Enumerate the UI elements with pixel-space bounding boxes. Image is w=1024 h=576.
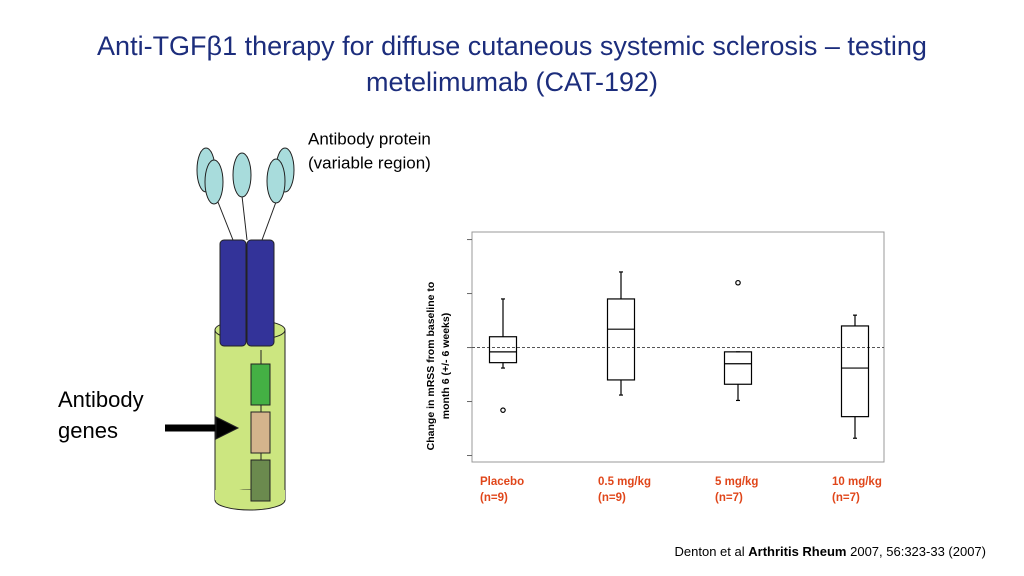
group-size-label: (n=7) <box>715 492 743 504</box>
variable-region <box>266 158 286 204</box>
group-size-label: (n=7) <box>832 492 860 504</box>
variable-region <box>204 159 224 205</box>
box-plot: Change in mRSS from baseline to month 6 (… <box>425 231 885 504</box>
gene-block <box>250 363 271 406</box>
protein-label: Antibody protein <box>308 129 431 148</box>
variable-region <box>232 152 252 198</box>
genes-label: genes <box>58 418 118 443</box>
gene-block <box>250 411 271 454</box>
cylinder-body <box>214 329 286 501</box>
group-size-label: (n=9) <box>598 492 626 504</box>
x-tick-label: Placebo <box>480 476 524 488</box>
citation-authors: Denton et al <box>674 544 745 559</box>
x-tick-label: 10 mg/kg <box>832 476 882 488</box>
box <box>606 298 636 381</box>
antibody-diagram <box>165 147 295 511</box>
box <box>488 336 518 364</box>
x-tick-label: 0.5 mg/kg <box>598 476 651 488</box>
y-axis-label: month 6 (+/- 6 weeks) <box>440 313 452 420</box>
outlier <box>500 407 506 413</box>
citation: Denton et al Arthritis Rheum 2007, 56:32… <box>675 544 986 559</box>
antibody-chain <box>246 239 275 347</box>
slide-title: Anti-TGFβ1 therapy for diffuse cutaneous… <box>97 31 927 97</box>
arrow-head <box>215 416 240 440</box>
protein-label: (variable region) <box>308 153 431 172</box>
outlier <box>735 279 741 286</box>
group-size-label: (n=9) <box>480 492 508 504</box>
genes-label: Antibody <box>58 387 144 412</box>
citation-details: 2007, 56:323-33 (2007) <box>850 544 986 559</box>
antibody-chain <box>219 239 247 347</box>
box <box>723 351 753 385</box>
x-tick-label: 5 mg/kg <box>715 476 758 488</box>
box <box>840 325 870 418</box>
plot-frame <box>471 231 885 463</box>
citation-journal: Arthritis Rheum <box>748 544 847 559</box>
y-axis-label: Change in mRSS from baseline to <box>425 282 437 451</box>
cylinder-fill <box>215 490 285 500</box>
gene-block <box>250 459 271 502</box>
stalk <box>261 201 277 241</box>
stalk <box>241 195 248 241</box>
